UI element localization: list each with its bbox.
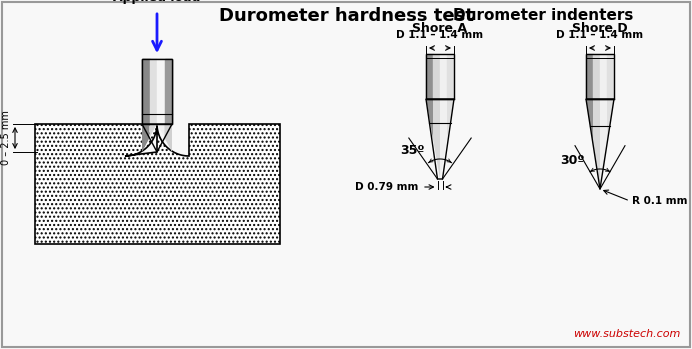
Text: Durometer hardness test: Durometer hardness test (219, 7, 473, 25)
Polygon shape (142, 124, 149, 152)
Bar (142, 59, 172, 124)
Polygon shape (149, 124, 157, 138)
Text: D 0.79 mm: D 0.79 mm (354, 182, 418, 192)
Polygon shape (157, 124, 165, 138)
Bar (426, 54, 454, 99)
Text: Shore D: Shore D (572, 22, 628, 36)
Polygon shape (600, 99, 607, 189)
Text: D 1.1 – 1.4 mm: D 1.1 – 1.4 mm (397, 30, 484, 40)
Polygon shape (586, 99, 593, 144)
Bar (142, 59, 172, 124)
Text: 0 – 2.5 mm: 0 – 2.5 mm (1, 111, 11, 165)
Polygon shape (165, 124, 172, 152)
Text: R 0.1 mm: R 0.1 mm (632, 196, 687, 206)
Polygon shape (607, 99, 614, 144)
Polygon shape (426, 99, 433, 139)
Polygon shape (447, 99, 454, 139)
Polygon shape (433, 99, 440, 179)
Polygon shape (593, 99, 600, 189)
Polygon shape (35, 124, 280, 244)
Polygon shape (440, 99, 447, 179)
Text: 30º: 30º (560, 155, 584, 168)
Text: www.substech.com: www.substech.com (572, 329, 680, 339)
Text: Durometer indenters: Durometer indenters (453, 8, 633, 23)
Text: D 1.1 – 1.4 mm: D 1.1 – 1.4 mm (556, 30, 644, 40)
Text: 35º: 35º (400, 144, 424, 157)
Text: Applied load: Applied load (113, 0, 201, 4)
Bar (586, 54, 614, 99)
Text: Shore A: Shore A (412, 22, 468, 36)
